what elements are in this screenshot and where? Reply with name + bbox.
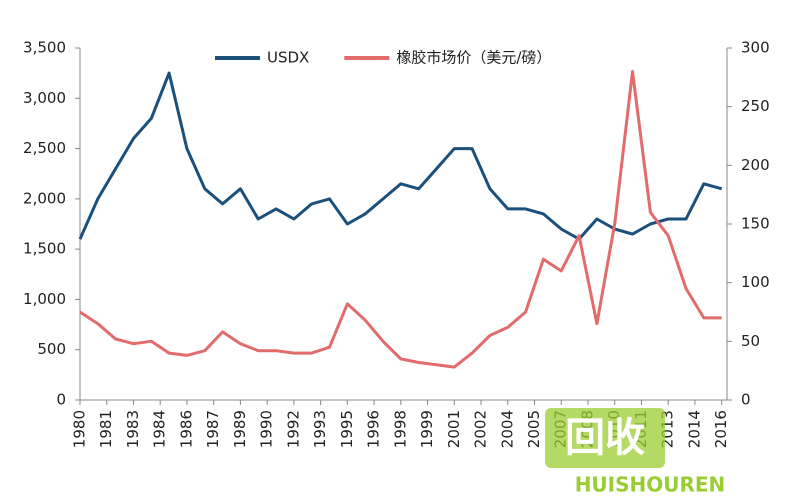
y-tick-label: 1,000 (23, 290, 66, 308)
y2-tick-label: 50 (741, 332, 760, 350)
x-tick-label: 1980 (71, 410, 89, 448)
watermark-icon: 回收 (565, 415, 645, 461)
watermark-box (545, 408, 665, 468)
legend-label: 橡胶市场价（美元/磅） (396, 49, 551, 67)
y2-tick-label: 0 (741, 391, 751, 409)
x-tick-label: 1981 (97, 410, 115, 448)
x-tick-label: 1992 (284, 410, 302, 448)
y-tick-label: 3,500 (23, 39, 66, 57)
x-tick-label: 1990 (258, 410, 276, 448)
y2-tick-label: 200 (741, 156, 770, 174)
x-tick-label: 1995 (338, 410, 356, 448)
y2-tick-label: 100 (741, 273, 770, 291)
x-tick-label: 1987 (204, 410, 222, 448)
x-tick-label: 2005 (525, 410, 543, 448)
x-tick-label: 1993 (311, 410, 329, 448)
series-line (78, 71, 723, 241)
x-tick-label: 2004 (498, 410, 516, 448)
y-tick-label: 1,500 (23, 240, 66, 258)
series-line (79, 70, 722, 369)
y2-tick-label: 150 (741, 215, 770, 233)
x-tick-label: 2014 (685, 410, 703, 448)
y-tick-label: 0 (56, 391, 66, 409)
x-tick-label: 2016 (712, 410, 730, 448)
x-tick-label: 1986 (177, 410, 195, 448)
legend-label: USDX (267, 49, 309, 67)
x-tick-label: 1999 (418, 410, 436, 448)
x-tick-label: 1983 (124, 410, 142, 448)
y-tick-label: 2,000 (23, 189, 66, 207)
y-tick-label: 2,500 (23, 139, 66, 157)
watermark-text: HUISHOUREN (575, 473, 726, 497)
x-tick-label: 1984 (151, 410, 169, 448)
y-tick-label: 500 (37, 340, 66, 358)
y2-tick-label: 300 (741, 39, 770, 57)
x-tick-label: 2001 (445, 410, 463, 448)
x-tick-label: 2002 (472, 410, 490, 448)
x-tick-label: 1998 (391, 410, 409, 448)
x-tick-label: 1989 (231, 410, 249, 448)
y-tick-label: 3,000 (23, 89, 66, 107)
x-tick-label: 1996 (365, 410, 383, 448)
y2-tick-label: 250 (741, 97, 770, 115)
